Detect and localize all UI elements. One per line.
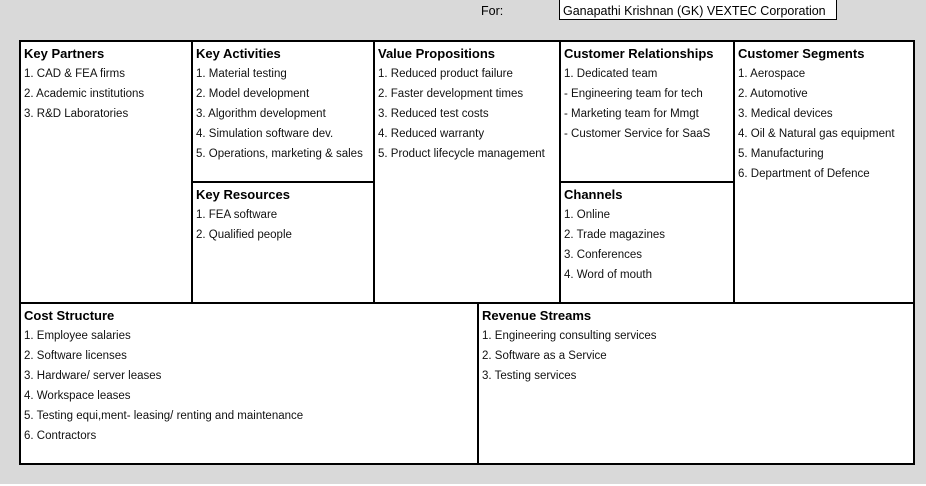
block-title: Revenue Streams: [482, 308, 592, 323]
block-title: Key Partners: [24, 46, 105, 61]
value-propositions-block[interactable]: Value Propositions 1. Reduced product fai…: [373, 40, 561, 304]
customer-segments-block[interactable]: Customer Segments 1. Aerospace 2. Automoti…: [733, 40, 915, 304]
block-title: Value Propositions: [378, 46, 496, 61]
list-item: 3. Medical devices: [738, 108, 833, 120]
list-item: 5. Manufacturing: [738, 148, 824, 160]
list-item: - Engineering team for tech: [564, 88, 703, 100]
key-partners-block[interactable]: Key Partners 1. CAD & FEA firms 2. Academi…: [19, 40, 193, 304]
list-item: 4. Simulation software dev.: [196, 128, 334, 140]
list-item: 2. Faster development times: [378, 88, 524, 100]
list-item: 1. Dedicated team: [564, 68, 658, 80]
list-item: 1. CAD & FEA firms: [24, 68, 125, 80]
list-item: 6. Contractors: [24, 430, 97, 442]
list-item: 6. Department of Defence: [738, 168, 870, 180]
list-item: 3. Conferences: [564, 249, 642, 261]
cost-structure-block[interactable]: Cost Structure 1. Employee salaries 2. Sof…: [19, 302, 479, 465]
list-item: 2. Software as a Service: [482, 350, 607, 362]
list-item: 2. Software licenses: [24, 350, 127, 362]
block-title: Customer Segments: [738, 46, 865, 61]
list-item: 3. Reduced test costs: [378, 108, 489, 120]
list-item: 5. Testing equi,ment- leasing/ renting a…: [24, 410, 304, 422]
revenue-streams-block[interactable]: Revenue Streams 1. Engineering consulting…: [477, 302, 915, 465]
customer-relationships-block[interactable]: Customer Relationships 1. Dedicated team -…: [559, 40, 735, 183]
list-item: 5. Operations, marketing & sales: [196, 148, 363, 160]
key-activities-block[interactable]: Key Activities 1. Material testing 2. Mode…: [191, 40, 375, 183]
list-item: 3. Testing services: [482, 370, 577, 382]
list-item: 2. Academic institutions: [24, 88, 145, 100]
list-item: 1. Employee salaries: [24, 330, 131, 342]
list-item: 1. Aerospace: [738, 68, 806, 80]
list-item: 3. R&D Laboratories: [24, 108, 129, 120]
block-title: Key Activities: [196, 46, 281, 61]
list-item: 2. Automotive: [738, 88, 808, 100]
list-item: 4. Workspace leases: [24, 390, 131, 402]
list-item: 4. Reduced warranty: [378, 128, 485, 140]
key-resources-block[interactable]: Key Resources 1. FEA software 2. Qualified…: [191, 181, 375, 304]
block-title: Customer Relationships: [564, 46, 714, 61]
list-item: 1. Material testing: [196, 68, 287, 80]
channels-block[interactable]: Channels 1. Online 2. Trade magazines 3. Co…: [559, 181, 735, 304]
list-item: 4. Word of mouth: [564, 269, 652, 281]
block-title: Cost Structure: [24, 308, 115, 323]
list-item: 2. Model development: [196, 88, 310, 100]
list-item: 3. Algorithm development: [196, 108, 326, 120]
list-item: 1. Engineering consulting services: [482, 330, 657, 342]
for-label: For:: [481, 4, 504, 18]
list-item: 2. Trade magazines: [564, 229, 666, 241]
list-item: 2. Qualified people: [196, 229, 292, 241]
list-item: 1. Reduced product failure: [378, 68, 513, 80]
list-item: 3. Hardware/ server leases: [24, 370, 162, 382]
list-item: 5. Product lifecycle management: [378, 148, 545, 160]
list-item: - Marketing team for Mmgt: [564, 108, 699, 120]
for-value-cell[interactable]: Ganapathi Krishnan (GK) VEXTEC Corporati…: [559, 0, 837, 20]
list-item: 4. Oil & Natural gas equipment: [738, 128, 895, 140]
block-title: Key Resources: [196, 187, 290, 202]
block-title: Channels: [564, 187, 623, 202]
list-item: 1. Online: [564, 209, 611, 221]
list-item: - Customer Service for SaaS: [564, 128, 711, 140]
list-item: 1. FEA software: [196, 209, 278, 221]
